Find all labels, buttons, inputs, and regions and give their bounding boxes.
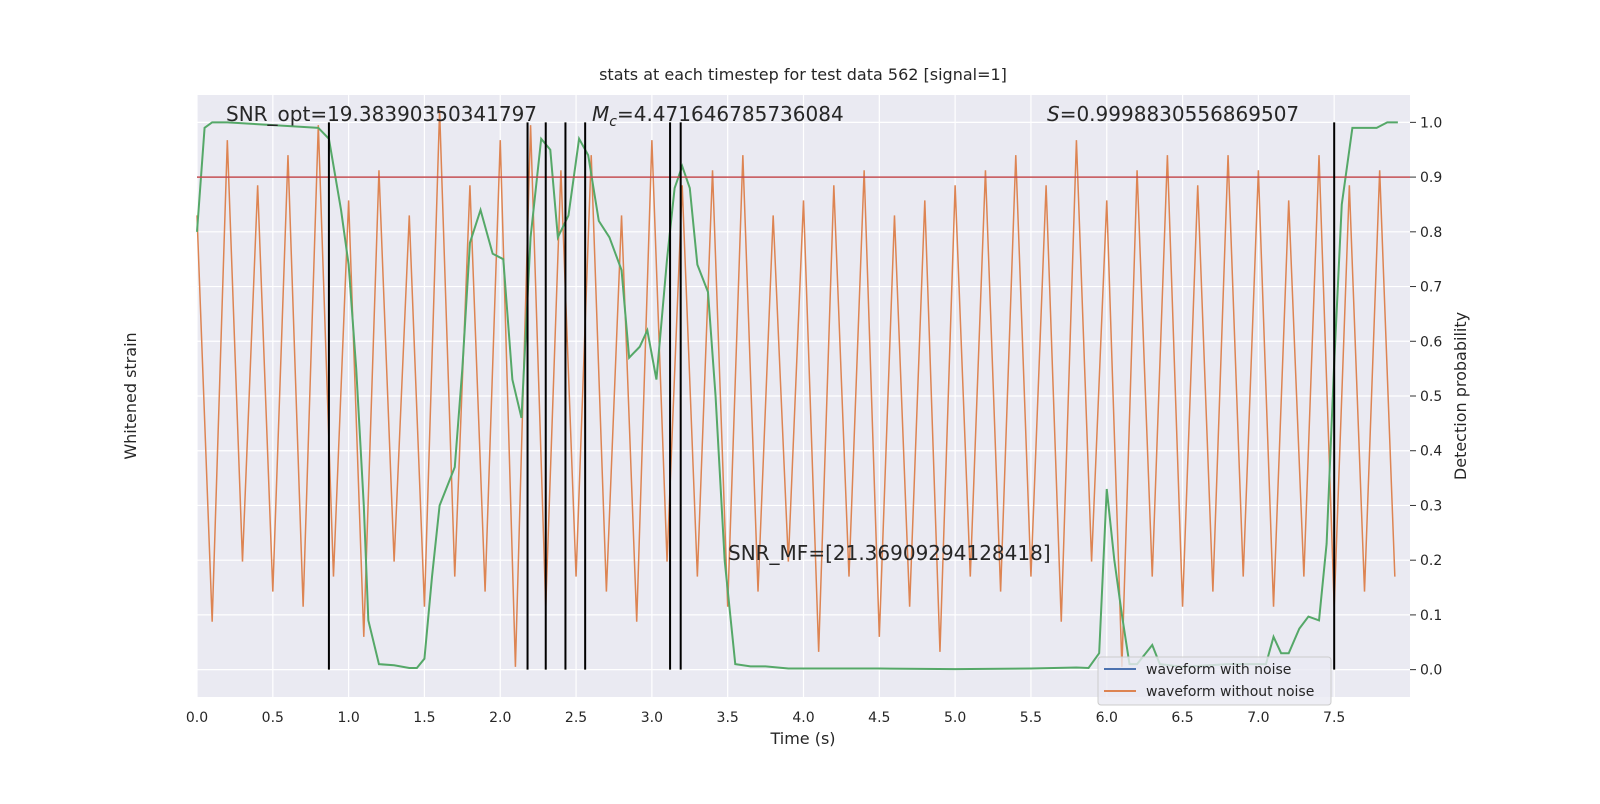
annotation-symbol: S <box>1047 102 1060 126</box>
marks <box>196 110 1410 671</box>
legend: waveform with noise waveform without nois… <box>1097 656 1332 706</box>
y2-tick-label: 0.9 <box>1420 170 1442 186</box>
x-tick-label: 5.0 <box>944 710 966 726</box>
y2-tick-label: 0.3 <box>1420 498 1442 514</box>
x-tick-label: 7.5 <box>1323 710 1345 726</box>
x-tick-label: 2.5 <box>565 710 587 726</box>
annotation: SNR_opt=19.38390350341797 <box>226 102 537 126</box>
x-tick-label: 1.0 <box>337 710 359 726</box>
y2-tick-label: 0.7 <box>1420 280 1442 296</box>
x-tick-label: 0.0 <box>186 710 208 726</box>
x-tick-label: 2.0 <box>489 710 511 726</box>
annotation: Mc=4.471646785736084 <box>592 102 844 130</box>
y-axis-label: Whitened strain <box>121 332 140 459</box>
legend-label: waveform without noise <box>1146 684 1314 700</box>
x-tick-label: 1.5 <box>413 710 435 726</box>
y2-tick-label: 0.1 <box>1420 608 1442 624</box>
annotation-text: =4.471646785736084 <box>617 102 844 126</box>
y2-tick-label: 0.0 <box>1420 663 1442 679</box>
y2-tick-label: 0.6 <box>1420 334 1442 350</box>
annotation: SNR_MF=[21.36909294128418] <box>728 541 1051 565</box>
annotation-symbol: M <box>592 102 609 126</box>
y2-axis-label: Detection probability <box>1451 312 1470 480</box>
chart-title: stats at each timestep for test data 562… <box>599 65 1007 84</box>
y2-tick-label: 0.5 <box>1420 389 1442 405</box>
x-tick-label: 0.5 <box>262 710 284 726</box>
x-tick-label: 4.5 <box>868 710 890 726</box>
legend-box <box>1097 656 1332 706</box>
x-tick-label: 6.0 <box>1096 710 1118 726</box>
x-tick-label: 5.5 <box>1020 710 1042 726</box>
x-tick-label: 4.0 <box>792 710 814 726</box>
x-tick-label: 3.0 <box>641 710 663 726</box>
y2-tick-label: 1.0 <box>1420 115 1442 131</box>
y2-tick-label: 0.8 <box>1420 225 1442 241</box>
x-axis-label: Time (s) <box>769 729 835 748</box>
series-line <box>196 110 1396 667</box>
annotations: SNR_opt=19.38390350341797 Mc=4.4716467857… <box>226 102 1299 565</box>
annotation-text: SNR_MF=[21.36909294128418] <box>728 541 1051 565</box>
x-tick-label: 6.5 <box>1171 710 1193 726</box>
x-tick-label: 3.5 <box>717 710 739 726</box>
annotation: S=0.9998830556869507 <box>1047 102 1299 126</box>
annotation-subscript: c <box>609 114 617 130</box>
legend-label: waveform with noise <box>1146 662 1291 678</box>
x-tick-label: 7.0 <box>1247 710 1269 726</box>
y2-tick-label: 0.4 <box>1420 444 1442 460</box>
annotation-text: SNR_opt=19.38390350341797 <box>226 102 537 126</box>
y2-tick-label: 0.2 <box>1420 553 1442 569</box>
annotation-text: =0.9998830556869507 <box>1060 102 1299 126</box>
